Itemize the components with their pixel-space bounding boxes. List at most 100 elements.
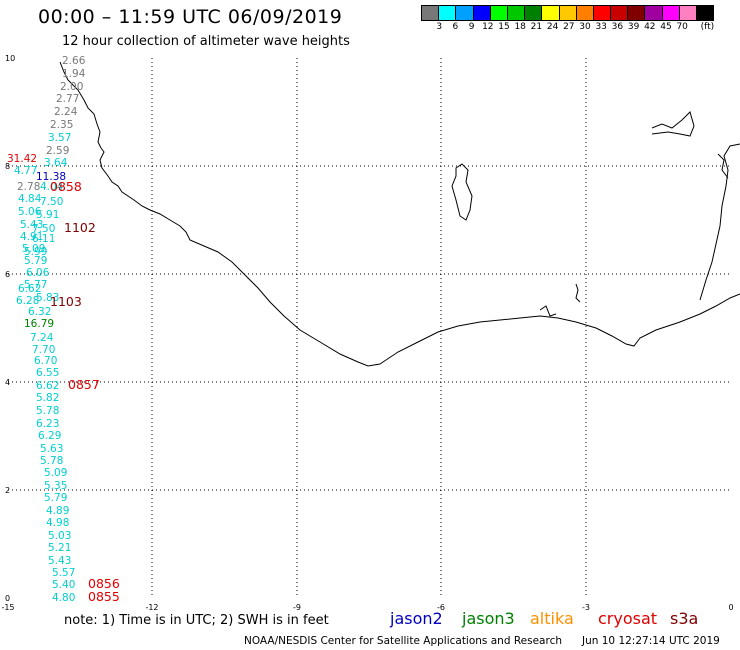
colorbar-labels: 3 6 9 12 15 18 21 24 27 30 33 36 39 42 45 70 (ft): [422, 22, 740, 34]
colorbar-label: 6: [452, 22, 459, 32]
map-title: 00:00 – 11:59 UTC 06/09/2019: [38, 6, 343, 28]
wave-height-value: 6.06: [26, 267, 50, 279]
colorbar-label: 42: [644, 22, 656, 32]
pass-time: 0857: [68, 377, 100, 392]
wave-height-value: 2.00: [60, 81, 83, 93]
wave-height-labels: 2.661.942.002.772.242.353.572.593.64 11.3…: [7, 55, 86, 604]
axis-tick-label: 10: [5, 54, 15, 63]
axis-tick-label: 8: [5, 162, 10, 171]
wave-height-value: 2.77: [56, 93, 79, 105]
wave-height-value: 16.79: [24, 318, 54, 330]
axis-tick-label: -3: [582, 603, 590, 612]
colorbar-label: 9: [468, 22, 475, 32]
axis-tick-label: -12: [145, 603, 158, 612]
colorbar-label: 12: [482, 22, 494, 32]
wave-height-value: 4.98: [46, 517, 69, 529]
wave-height-value: 1.94: [62, 68, 86, 80]
wave-height-value: 4.89: [46, 505, 69, 517]
colorbar-label: 27: [563, 22, 575, 32]
wave-height-value: 5.06: [18, 206, 42, 218]
coastline-bight: [539, 305, 557, 317]
wave-height-value: 4.77: [14, 165, 37, 177]
wave-height-value: 5.43: [48, 555, 71, 567]
wave-height-value: 5.79: [24, 255, 47, 267]
colorbar-label: 3: [436, 22, 443, 32]
wave-height-value: 6.62: [18, 283, 41, 295]
wave-height-value: 6.32: [28, 306, 51, 318]
wave-height-value: 2.59: [46, 145, 69, 157]
axis-tick-label: 6: [5, 270, 10, 279]
wave-height-value: 6.29: [38, 430, 61, 442]
wave-height-value: 31.42: [7, 153, 37, 165]
coastline: [59, 61, 740, 367]
map-subtitle: 12 hour collection of altimeter wave hei…: [62, 34, 350, 49]
wave-height-value: 5.91: [36, 209, 59, 221]
wave-height-value: 6.55: [36, 367, 59, 379]
coastline-west-africa: [59, 61, 740, 367]
wave-height-value: 4.84: [18, 193, 42, 205]
colorbar-label: 45: [660, 22, 672, 32]
wave-height-colorbar: [421, 5, 715, 21]
wave-height-value: 7.24: [30, 332, 54, 344]
coastline-river: [575, 283, 581, 303]
legend-jason3: jason3: [462, 609, 515, 628]
wave-height-value: 6.28: [16, 295, 39, 307]
wave-height-value: 5.09: [22, 243, 45, 255]
wave-height-value: 6.11: [32, 233, 55, 245]
coastline-cameroon: [699, 143, 740, 301]
wave-height-value: 7.50: [32, 223, 55, 235]
pass-time: 0855: [88, 589, 120, 604]
wave-height-value: 3.64: [44, 157, 68, 169]
wave-height-value: 3.57: [48, 132, 71, 144]
legend-jason2: jason2: [390, 609, 443, 628]
wave-height-value: 6.70: [34, 355, 57, 367]
colorbar-label: 24: [546, 22, 559, 32]
wave-height-value: 2.78: [17, 181, 40, 193]
wave-height-value: 5.40: [52, 579, 75, 591]
wave-height-value: 5.57: [52, 567, 75, 579]
wave-height-value: 6.23: [36, 418, 59, 430]
generated-timestamp: Jun 10 12:27:14 UTC 2019: [582, 635, 720, 647]
wave-height-value: 5.63: [40, 443, 63, 455]
wave-height-value: 5.03: [48, 530, 71, 542]
map-grid: [8, 58, 731, 598]
axis-tick-label: 2: [5, 486, 10, 495]
legend-cryosat: cryosat: [598, 609, 658, 628]
colorbar-label: 70: [676, 22, 688, 32]
wave-height-value: 5.35: [44, 480, 67, 492]
colorbar-swatch: [696, 5, 715, 21]
wave-height-value: 2.66: [62, 55, 86, 67]
colorbar-label: 18: [514, 22, 526, 32]
wave-height-value: 4.91: [20, 231, 43, 243]
colorbar-label: 33: [595, 22, 607, 32]
wave-height-value: 7.70: [32, 344, 55, 356]
coastline-river-east: [717, 153, 729, 179]
colorbar-label: 30: [579, 22, 591, 32]
colorbar-label: 39: [627, 22, 640, 32]
wave-height-value: 6.62: [36, 380, 59, 392]
colorbar-unit: (ft): [700, 22, 715, 32]
wave-height-value: 2.24: [54, 106, 78, 118]
colorbar-label: 21: [530, 22, 543, 32]
wave-height-value: 5.78: [40, 455, 63, 467]
wave-height-value: 5.78: [36, 405, 59, 417]
credit-footer: NOAA/NESDIS Center for Satellite Applica…: [244, 635, 562, 647]
units-note: note: 1) Time is in UTC; 2) SWH is in fe…: [64, 613, 329, 628]
axis-tick-label: -9: [293, 603, 301, 612]
wave-height-value: 5.99: [24, 246, 47, 258]
axis-tick-label: -6: [437, 603, 445, 612]
axis-tick-label: 0: [5, 594, 10, 603]
wave-height-value: 5.79: [44, 492, 67, 504]
wave-height-value: 2.35: [50, 119, 73, 131]
wave-height-value: 5.77: [24, 279, 47, 291]
wave-height-value: 4.04: [40, 181, 64, 193]
wave-height-value: 5.21: [48, 542, 71, 554]
pass-time: 1103: [50, 294, 82, 309]
pass-time: 1102: [64, 220, 96, 235]
colorbar-label: 15: [498, 22, 510, 32]
wave-height-value: 4.80: [52, 592, 75, 604]
axis-tick-label: 4: [5, 378, 10, 387]
coastline-inlet-east: [651, 111, 695, 137]
